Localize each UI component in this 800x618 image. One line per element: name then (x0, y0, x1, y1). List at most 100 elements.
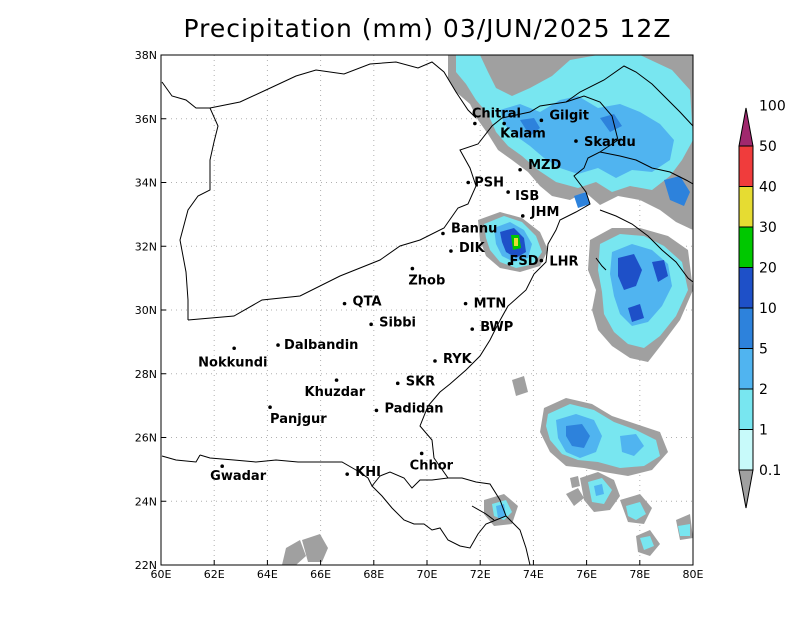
city-dot-dik (449, 249, 453, 253)
x-tick-label: 68E (363, 568, 384, 581)
colorbar-bin (738, 388, 754, 430)
city-dot-skardu (574, 139, 578, 143)
city-label-isb: ISB (515, 189, 539, 204)
city-label-psh: PSH (474, 176, 504, 191)
city-label-bannu: Bannu (451, 222, 497, 237)
colorbar-label: 0.1 (759, 463, 781, 479)
y-tick-label: 36N (135, 113, 157, 126)
city-dot-psh (466, 180, 471, 185)
city-label-dik: DIK (459, 241, 486, 256)
colorbar-bin (738, 226, 754, 268)
map-title: Precipitation (mm) 03/JUN/2025 12Z (183, 14, 672, 43)
y-tick-label: 26N (135, 432, 157, 445)
city-label-khuzdar: Khuzdar (305, 385, 366, 400)
colorbar-label: 50 (759, 139, 777, 155)
country-borders (161, 61, 693, 565)
colorbar-label: 10 (759, 301, 777, 317)
river-indus (471, 505, 495, 521)
city-dot-khi (345, 472, 350, 476)
india-small (595, 257, 607, 271)
city-dot-chhor (419, 451, 424, 456)
precip-gray-small (512, 376, 580, 488)
city-label-ryk: RYK (443, 352, 473, 367)
city-dot-fsd (507, 261, 512, 266)
colorbar-label: 20 (759, 261, 777, 277)
x-tick-label: 60E (151, 568, 172, 581)
city-dot-bannu (441, 231, 445, 236)
city-label-panjgur: Panjgur (270, 412, 327, 427)
colorbar-label: 1 (759, 423, 768, 439)
x-tick-label: 62E (204, 568, 225, 581)
precip-gray-south (484, 472, 693, 556)
china-border (565, 65, 693, 127)
city-label-mtn: MTN (474, 297, 507, 312)
precip-dark-east (618, 254, 668, 322)
city-dot-panjgur (268, 405, 272, 410)
precip-mid-north (500, 96, 674, 178)
precip-shading (282, 55, 693, 565)
city-label-chitral: Chitral (472, 107, 521, 122)
y-tick-label: 24N (135, 495, 157, 508)
colorbar-bin (738, 348, 754, 390)
colorbar-bin (738, 145, 754, 187)
city-label-gilgit: Gilgit (549, 108, 589, 123)
kashmir-loc (599, 151, 693, 185)
city-dot-gwadar (220, 464, 224, 468)
x-tick-label: 76E (576, 568, 597, 581)
india-nepal (599, 209, 693, 283)
city-label-lhr: LHR (549, 255, 578, 270)
colorbar-bin (738, 107, 754, 147)
city-dot-dalbandin (276, 343, 280, 347)
city-dot-zhob (410, 266, 415, 271)
colorbar-label: 2 (759, 382, 768, 398)
coastline-iran (161, 454, 201, 463)
city-dot-kalam (502, 121, 506, 126)
colorbar-bin (738, 469, 754, 509)
iran-afghan-border (161, 81, 219, 320)
city-label-khi: KHI (355, 465, 381, 480)
city-dot-sibbi (369, 322, 373, 327)
city-dot-ryk (433, 359, 437, 363)
precip-dark-north (520, 114, 690, 208)
y-tick-label: 22N (135, 559, 157, 572)
colorbar-bin (738, 307, 754, 349)
city-dot-gilgit (539, 118, 544, 123)
city-label-qta: QTA (353, 295, 382, 310)
axis-ticks: 60E 62E 64E 66E 68E 70E 72E 74E 76E 78E 80E 22N 24N 2… (135, 49, 704, 581)
city-label-gwadar: Gwadar (210, 469, 267, 484)
city-label-kalam: Kalam (500, 127, 546, 142)
city-label-chhor: Chhor (410, 458, 454, 473)
colorbar-bin (738, 186, 754, 228)
y-tick-label: 32N (135, 240, 157, 253)
y-tick-label: 38N (135, 49, 157, 62)
precip-yellow-fsd (514, 238, 518, 246)
colorbar-label: 5 (759, 342, 768, 358)
colorbar-label: 40 (759, 180, 777, 196)
city-label-skr: SKR (406, 374, 435, 389)
x-tick-label: 80E (683, 568, 704, 581)
city-dot-bwp (470, 327, 475, 331)
colorbar-label: 30 (759, 220, 777, 236)
city-dot-skr (395, 381, 400, 386)
city-label-skardu: Skardu (584, 135, 636, 150)
x-tick-label: 74E (523, 568, 544, 581)
coastline-gujarat (505, 515, 531, 565)
city-dot-chitral (473, 121, 477, 126)
city-dot-qta (342, 301, 347, 306)
x-tick-label: 72E (470, 568, 491, 581)
colorbar: 0.1 1 2 5 10 20 30 40 50 100 (738, 99, 786, 509)
city-label-padidan: Padidan (384, 401, 443, 416)
city-dot-khuzdar (334, 378, 339, 382)
y-tick-label: 30N (135, 304, 157, 317)
city-dot-nokkundi (232, 346, 236, 351)
precip-dark-se (566, 424, 590, 448)
y-tick-label: 34N (135, 177, 157, 190)
city-dot-jhm (520, 214, 525, 218)
city-label-dalbandin: Dalbandin (284, 338, 358, 353)
coastline-sindh (371, 477, 507, 549)
x-tick-label: 70E (417, 568, 438, 581)
city-label-zhob: Zhob (408, 274, 445, 289)
x-tick-label: 78E (629, 568, 650, 581)
